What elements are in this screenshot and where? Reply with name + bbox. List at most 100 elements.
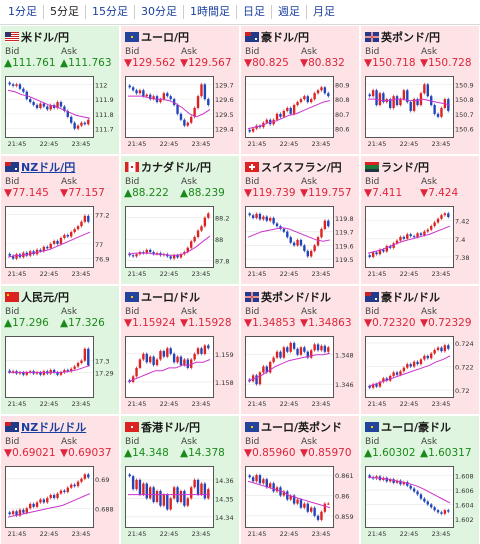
tab-6[interactable]: 週足: [272, 5, 307, 19]
bid-price: ▼119.739: [244, 187, 296, 199]
rate-chart[interactable]: 129.7 129.6 129.5 129.4 21:45 22:45 23:45: [125, 76, 235, 148]
candle-body: [83, 122, 87, 125]
pair-name[interactable]: 英ポンド/ドル: [261, 291, 332, 304]
rate-chart[interactable]: 0.861 0.86 0.859 21:45 22:45 23:45: [245, 466, 355, 538]
candle-body: [406, 234, 409, 239]
pair-name[interactable]: NZドル/ドル: [21, 421, 87, 434]
rate-chart[interactable]: 0.69 0.688 21:45 22:45 23:45: [5, 466, 115, 538]
tab-2[interactable]: 15分足: [86, 5, 135, 19]
pair-name[interactable]: スイスフラン/円: [261, 161, 342, 174]
rate-cell[interactable]: カナダドル/円 Bid Ask ▲88.222 ▲88.239 88.2 88 87.8 21:…: [121, 156, 239, 284]
candle-body: [251, 375, 255, 382]
rate-cell[interactable]: NZドル/円 Bid Ask ▼77.145 ▼77.157 77.2 77 76.9 21:4…: [1, 156, 119, 284]
pair-title[interactable]: ユーロ/円: [125, 29, 189, 45]
candle-body: [416, 233, 419, 237]
rate-chart[interactable]: 1.159 1.158 21:45 22:45 23:45: [125, 336, 235, 408]
candle-body: [63, 106, 66, 111]
rate-cell[interactable]: 香港ドル/円 Bid Ask ▲14.348 ▲14.378 14.36 14.35 14.3…: [121, 416, 239, 544]
pair-name[interactable]: ランド/円: [381, 161, 430, 174]
candle-body: [56, 372, 59, 375]
bid-label: Bid: [125, 177, 140, 187]
tab-1[interactable]: 5分足: [44, 5, 86, 19]
rate-chart[interactable]: 1.608 1.606 1.604 1.602 21:45 22:45 23:45: [365, 466, 475, 538]
rate-chart[interactable]: 119.8 119.7 119.6 119.5 21:45 22:45 23:45: [245, 206, 355, 278]
rate-cell[interactable]: スイスフラン/円 Bid Ask ▼119.739 ▼119.757 119.8 119.7…: [241, 156, 359, 284]
candle-body: [399, 480, 402, 485]
pair-name[interactable]: 豪ドル/円: [261, 31, 310, 44]
pair-title[interactable]: スイスフラン/円: [245, 159, 342, 175]
candle-body: [316, 515, 320, 520]
pair-name[interactable]: ユーロ/英ポンド: [261, 421, 343, 434]
rate-chart[interactable]: 1.348 1.346 21:45 22:45 23:45: [245, 336, 355, 408]
pair-title[interactable]: NZドル/円: [5, 159, 75, 175]
tab-4[interactable]: 1時間足: [184, 5, 237, 19]
rate-chart[interactable]: 150.9 150.8 150.7 150.6 21:45 22:45 23:45: [365, 76, 475, 148]
pair-name[interactable]: NZドル/円: [21, 161, 76, 174]
rate-cell[interactable]: 豪ドル/ドル Bid Ask ▼0.72320 ▼0.72329 0.724 0.722 0.…: [361, 286, 479, 414]
pair-title[interactable]: 人民元/円: [5, 289, 69, 305]
rate-chart[interactable]: 14.36 14.35 14.34 21:45 22:45 23:45: [125, 466, 235, 538]
rate-chart[interactable]: 17.3 17.29 21:45 22:45 23:45: [5, 336, 115, 408]
rate-chart[interactable]: 0.724 0.722 0.72 21:45 22:45 23:45: [365, 336, 475, 408]
rate-chart[interactable]: 77.2 77 76.9 21:45 22:45 23:45: [5, 206, 115, 278]
pair-title[interactable]: 英ポンド/ドル: [245, 289, 331, 305]
rate-chart[interactable]: 88.2 88 87.8 21:45 22:45 23:45: [125, 206, 235, 278]
rate-cell[interactable]: ランド/円 Bid Ask ▼7.411 ▼7.424 7.42 7.4 7.38 21:45 2…: [361, 156, 479, 284]
pair-title[interactable]: ユーロ/英ポンド: [245, 419, 342, 435]
pair-title[interactable]: 豪ドル/ドル: [365, 289, 440, 305]
rate-cell[interactable]: ユーロ/円 Bid Ask ▼129.562 ▼129.567 129.7 129.6 129…: [121, 26, 239, 154]
rate-cell[interactable]: 英ポンド/円 Bid Ask ▼150.718 ▼150.728 150.9 150.8 15…: [361, 26, 479, 154]
pair-title[interactable]: ユーロ/豪ドル: [365, 419, 451, 435]
pair-name[interactable]: 米ドル/円: [21, 31, 70, 44]
tab-0[interactable]: 1分足: [2, 5, 44, 19]
candle-body: [327, 347, 330, 352]
candle-body: [193, 479, 196, 488]
pair-title[interactable]: カナダドル/円: [125, 159, 211, 175]
candle-body: [193, 107, 196, 117]
rate-chart[interactable]: 112 111.9 111.8 111.7 21:45 22:45 23:45: [5, 76, 115, 148]
tab-5[interactable]: 日足: [237, 5, 272, 19]
pair-name[interactable]: ユーロ/ドル: [141, 291, 201, 304]
x-tick-label: 23:45: [432, 270, 451, 278]
candle-body: [149, 487, 152, 499]
pair-name[interactable]: カナダドル/円: [141, 161, 212, 174]
bid-label: Bid: [245, 47, 260, 57]
rate-cell[interactable]: 人民元/円 Bid Ask ▲17.296 ▲17.326 17.3 17.29 21:45 2…: [1, 286, 119, 414]
rate-cell[interactable]: 豪ドル/円 Bid Ask ▼80.825 ▼80.832 80.9 80.8 80.7 80.…: [241, 26, 359, 154]
ask-price: ▼0.85970: [300, 447, 352, 459]
pair-title[interactable]: ユーロ/ドル: [125, 289, 200, 305]
pair-name[interactable]: 香港ドル/円: [141, 421, 201, 434]
pair-title[interactable]: 英ポンド/円: [365, 29, 440, 45]
candle-body: [135, 254, 138, 257]
rate-cell[interactable]: ユーロ/豪ドル Bid Ask ▲1.60302 ▲1.60317 1.608 1.606 1…: [361, 416, 479, 544]
au-flag-icon: [245, 32, 259, 42]
x-tick-label: 21:45: [248, 140, 267, 148]
pair-title[interactable]: 香港ドル/円: [125, 419, 200, 435]
candle-body: [42, 499, 46, 503]
x-tick-label: 21:45: [368, 140, 387, 148]
pair-title[interactable]: ランド/円: [365, 159, 429, 175]
pair-title[interactable]: 米ドル/円: [5, 29, 69, 45]
rate-chart[interactable]: 7.42 7.4 7.38 21:45 22:45 23:45: [365, 206, 475, 278]
candle-body: [382, 93, 385, 103]
candle-body: [190, 487, 193, 499]
candle-body: [402, 90, 406, 100]
candle-body: [447, 345, 450, 349]
rate-cell[interactable]: 米ドル/円 Bid Ask ▲111.761 ▲111.763 112 111.9 111.8…: [1, 26, 119, 154]
moving-average-line: [247, 480, 331, 509]
tab-7[interactable]: 月足: [313, 5, 335, 18]
tab-3[interactable]: 30分足: [135, 5, 184, 19]
pair-name[interactable]: ユーロ/豪ドル: [381, 421, 452, 434]
rate-cell[interactable]: ユーロ/英ポンド Bid Ask ▼0.85960 ▼0.85970 0.861 0.86 0…: [241, 416, 359, 544]
pair-name[interactable]: 英ポンド/円: [381, 31, 441, 44]
rate-cell[interactable]: NZドル/ドル Bid Ask ▼0.69021 ▼0.69037 0.69 0.688 21…: [1, 416, 119, 544]
pair-name[interactable]: 豪ドル/ドル: [381, 291, 441, 304]
pair-name[interactable]: ユーロ/円: [141, 31, 190, 44]
rate-cell[interactable]: ユーロ/ドル Bid Ask ▼1.15924 ▼1.15928 1.159 1.158 21…: [121, 286, 239, 414]
pair-title[interactable]: NZドル/ドル: [5, 419, 86, 435]
pair-title[interactable]: 豪ドル/円: [245, 29, 309, 45]
rate-chart[interactable]: 80.9 80.8 80.7 80.6 21:45 22:45 23:45: [245, 76, 355, 148]
candle-body: [436, 510, 440, 513]
pair-name[interactable]: 人民元/円: [21, 291, 70, 304]
rate-cell[interactable]: 英ポンド/ドル Bid Ask ▼1.34853 ▼1.34863 1.348 1.346 2…: [241, 286, 359, 414]
